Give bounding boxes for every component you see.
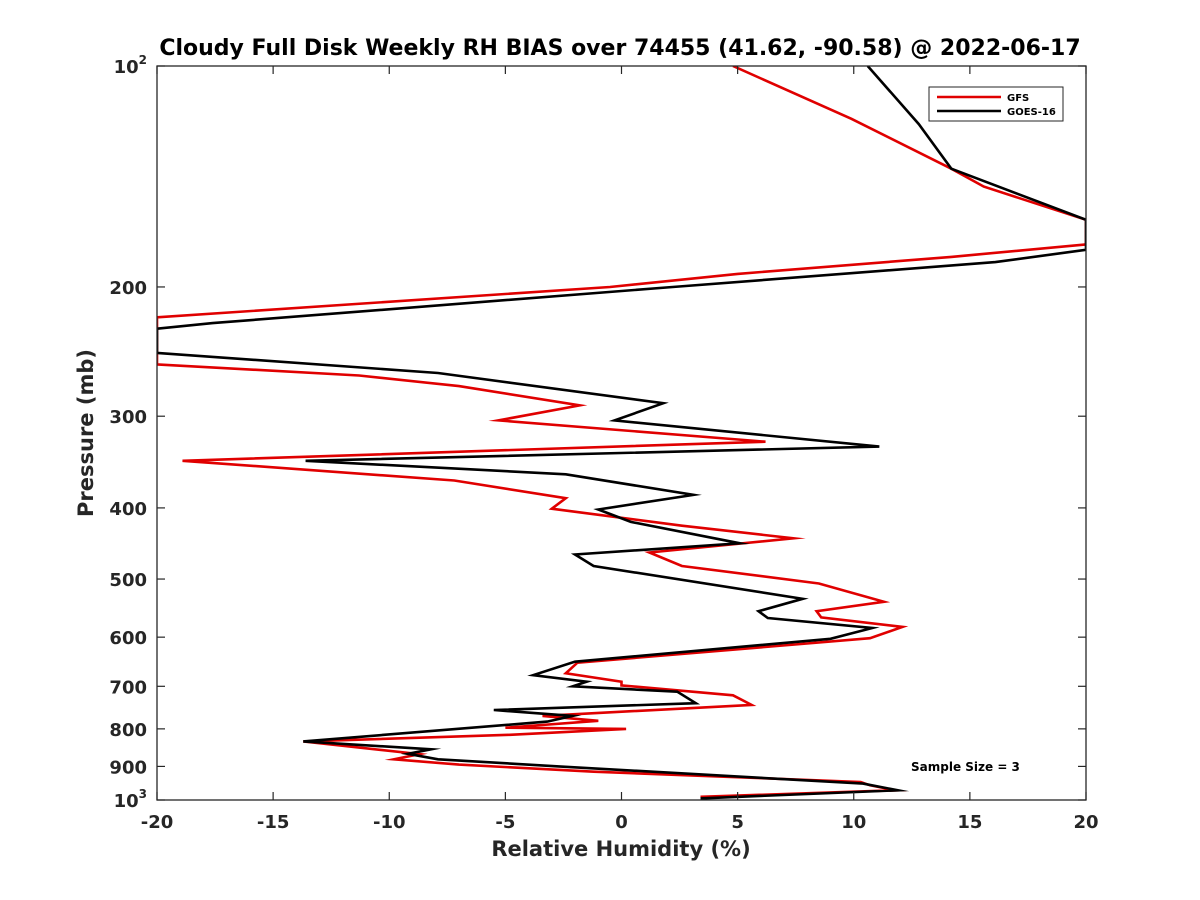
x-tick-label: 20 [1073,812,1098,833]
x-axis-label: Relative Humidity (%) [491,837,750,861]
chart-title: Cloudy Full Disk Weekly RH BIAS over 744… [159,36,1080,61]
series-layer [157,66,1086,800]
legend-label-gfs: GFS [1007,93,1029,104]
legend-label-goes16: GOES-16 [1007,107,1056,118]
x-tick-label: -5 [495,812,515,833]
y-tick-label: 300 [109,407,147,428]
sample-size-annotation: Sample Size = 3 [911,760,1020,774]
x-tick-label: 10 [841,812,866,833]
x-axis: -20 -15 -10 -5 0 5 10 15 20 [141,66,1099,833]
x-tick-label: 15 [957,812,982,833]
y-tick-label: 600 [109,628,147,649]
y-tick-exponent: 2 [139,53,147,67]
series-line-gfs [157,66,1086,799]
x-tick-label: -20 [141,812,174,833]
y-tick-label: 800 [109,720,147,741]
y-tick-label: 500 [109,570,147,591]
series-line-goes16 [157,66,1086,800]
x-tick-label: -10 [373,812,406,833]
y-tick-label: 200 [109,278,147,299]
legend: GFS GOES-16 [928,86,1064,122]
x-tick-label: 0 [615,812,628,833]
y-tick-label: 102 [114,53,147,78]
y-tick-exponent: 3 [139,787,147,801]
x-tick-label: -15 [257,812,290,833]
y-tick-label: 900 [109,757,147,778]
y-axis-label: Pressure (mb) [74,349,98,517]
x-tick-label: 5 [731,812,744,833]
y-tick-label: 700 [109,677,147,698]
legend-box [928,86,1064,122]
plot-area [157,66,1086,800]
y-tick-label: 400 [109,499,147,520]
